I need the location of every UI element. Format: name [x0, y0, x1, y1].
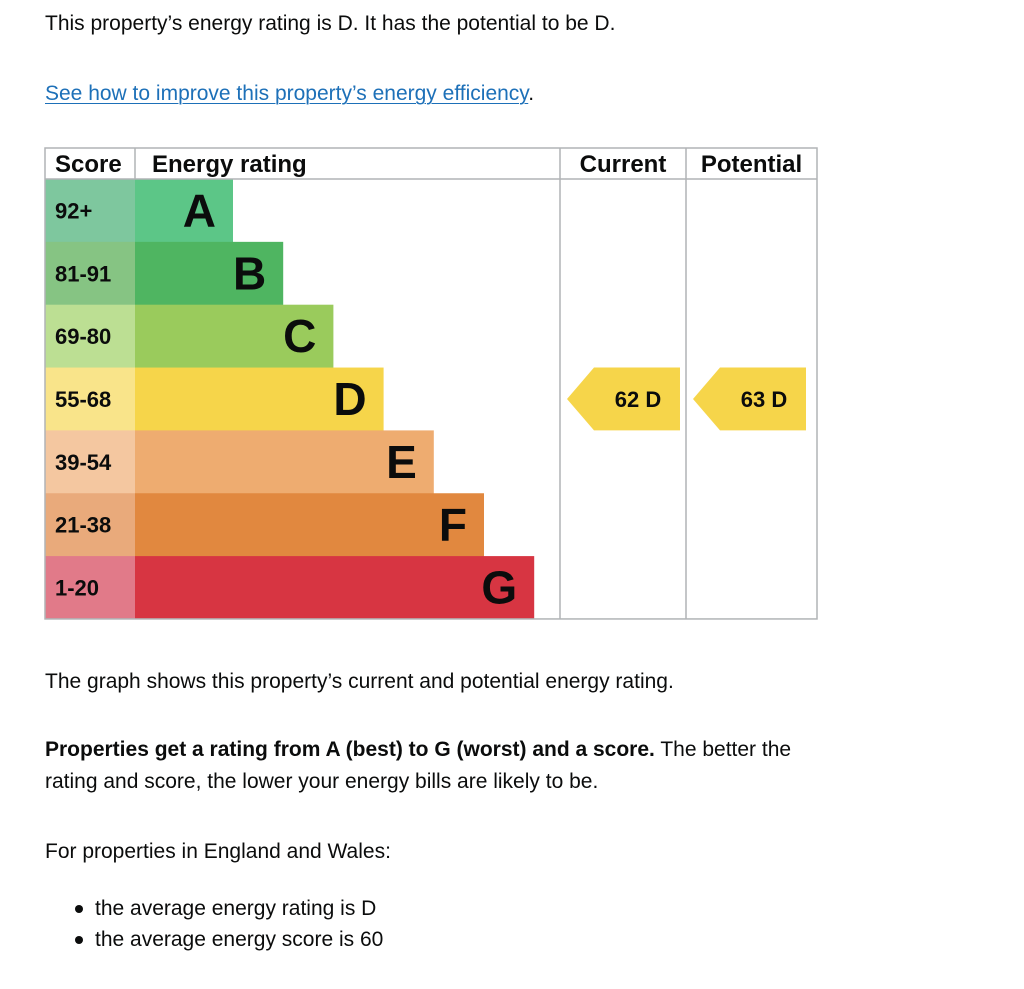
rating-summary: This property’s energy rating is D. It h… — [45, 12, 616, 35]
improve-link-paragraph: See how to improve this property’s energ… — [45, 78, 534, 110]
score-cell-g — [45, 556, 135, 620]
rating-bar-c — [135, 304, 334, 369]
rating-letter-b: B — [233, 247, 266, 299]
score-cell-f — [45, 493, 135, 557]
rating-explanation-rest: The better the rating and score, the low… — [45, 738, 792, 793]
score-label-d: 55-68 — [55, 387, 111, 412]
rating-explanation-bold: Properties get a rating from A (best) to… — [45, 738, 655, 761]
energy-rating-chart: 92+ A81-91 B69-80 C55-68 D39-54 E21-38 F1-20 G … — [44, 147, 818, 620]
score-label-a: 92+ — [55, 198, 92, 223]
score-label-e: 39-54 — [55, 450, 112, 475]
rating-bar-b — [135, 241, 284, 306]
score-label-b: 81-91 — [55, 261, 111, 286]
current-header: Current — [580, 151, 667, 178]
rating-letter-d: D — [333, 373, 366, 425]
list-item: the average energy rating is D — [45, 893, 383, 924]
score-cell-e — [45, 430, 135, 494]
score-label-f: 21-38 — [55, 513, 111, 538]
potential-rating-label: 63 D — [741, 387, 787, 412]
potential-header: Potential — [701, 151, 802, 178]
potential-arrow — [693, 367, 806, 431]
rating-letter-a: A — [183, 184, 216, 236]
score-cell-a — [45, 179, 135, 243]
current-arrow — [567, 367, 680, 431]
rating-letter-g: G — [481, 562, 517, 614]
score-header: Score — [55, 151, 122, 178]
score-cell-b — [45, 241, 135, 306]
rating-explanation: Properties get a rating from A (best) to… — [45, 734, 845, 798]
score-cell-c — [45, 304, 135, 369]
score-label-c: 69-80 — [55, 324, 111, 349]
link-suffix: . — [528, 82, 535, 105]
england-wales-heading: For properties in England and Wales: — [45, 840, 391, 863]
rating-bar-g — [135, 556, 535, 620]
rating-bar-a — [135, 179, 233, 243]
list-item: the average energy score is 60 — [45, 924, 383, 955]
rating-letter-e: E — [386, 436, 417, 488]
improve-efficiency-link[interactable]: See how to improve this property’s energ… — [45, 82, 529, 105]
averages-list: the average energy rating is D the avera… — [45, 893, 383, 955]
score-cell-d — [45, 367, 135, 431]
rating-bar-e — [135, 430, 434, 494]
rating-letter-f: F — [439, 499, 467, 551]
rating-bar-d — [135, 367, 384, 431]
score-label-g: 1-20 — [55, 576, 99, 601]
rating-letter-c: C — [283, 310, 316, 362]
rating-bar-f — [135, 493, 484, 557]
energy-rating-header: Energy rating — [152, 151, 307, 178]
chart-border — [44, 147, 818, 620]
current-rating-label: 62 D — [615, 387, 661, 412]
graph-description: The graph shows this property’s current … — [45, 670, 674, 693]
